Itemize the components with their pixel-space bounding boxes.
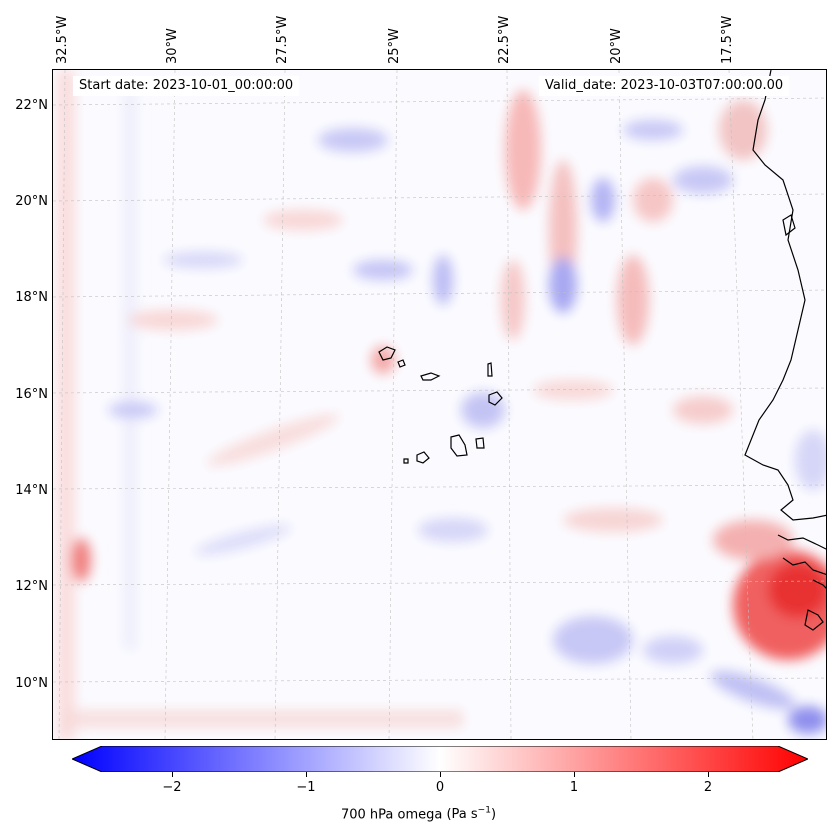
lon-label-27-5w: 27.5°W — [275, 15, 290, 64]
lon-label-20w: 20°W — [609, 28, 624, 64]
island-santiago — [450, 434, 468, 457]
island-boa-vista — [488, 391, 503, 406]
lat-label-20n: 20°N — [15, 194, 48, 209]
lon-label-30w: 30°W — [165, 28, 180, 64]
lon-label-25w: 25°W — [387, 28, 402, 64]
colorbar-tickmark-1 — [574, 772, 575, 777]
island-sal — [487, 362, 493, 377]
colorbar-tickmark-neg2 — [172, 772, 173, 777]
omega-map-panel[interactable] — [52, 69, 827, 740]
lat-label-14n: 14°N — [15, 483, 48, 498]
island-sao-nicolau — [420, 372, 441, 381]
island-sao-vicente — [397, 359, 406, 368]
lat-label-18n: 18°N — [15, 290, 48, 305]
colorbar-label: 700 hPa omega (Pa s−1) — [0, 806, 837, 822]
colorbar-tick-0: 0 — [435, 780, 445, 795]
lat-label-10n: 10°N — [15, 676, 48, 691]
colorbar-units: (Pa s−1) — [446, 806, 497, 823]
lat-label-12n: 12°N — [15, 579, 48, 594]
lat-label-22n: 22°N — [15, 98, 48, 113]
lat-label-16n: 16°N — [15, 387, 48, 402]
cabo-verde-islands — [378, 346, 503, 464]
omega-field — [57, 70, 826, 739]
colorbar-tick-1: 1 — [569, 780, 579, 795]
valid-date-label: Valid_date: 2023-10-03T07:00:00.00 — [539, 76, 790, 96]
colorbar-tickmark-neg1 — [306, 772, 307, 777]
lon-label-17-5w: 17.5°W — [720, 15, 735, 64]
colorbar-variable: 700 hPa omega — [340, 807, 443, 823]
island-brava — [403, 458, 409, 464]
lon-label-22-5w: 22.5°W — [497, 15, 512, 64]
island-santo-antao — [378, 346, 396, 361]
island-fogo — [416, 451, 430, 464]
colorbar-tick-neg2: −2 — [162, 780, 182, 795]
lon-label-32-5w: 32.5°W — [55, 15, 70, 64]
gridlines — [53, 70, 826, 739]
colorbar-bar — [72, 746, 808, 772]
island-maio — [475, 437, 485, 449]
colorbar-tickmark-0 — [440, 772, 441, 777]
colorbar — [72, 746, 808, 772]
colorbar-tick-2: 2 — [703, 780, 713, 795]
colorbar-tickmark-2 — [708, 772, 709, 777]
start-date-label: Start date: 2023-10-01_00:00:00 — [73, 76, 300, 96]
colorbar-tick-neg1: −1 — [296, 780, 316, 795]
coastline — [744, 70, 826, 631]
